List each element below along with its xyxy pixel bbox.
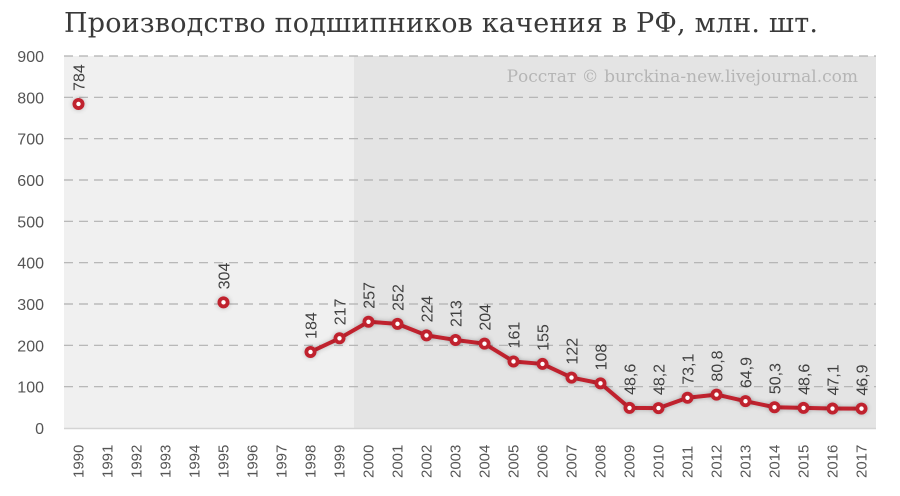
x-tick-label: 2001 <box>390 445 407 478</box>
x-tick-label: 1995 <box>216 445 233 478</box>
chart-title: Производство подшипников качения в РФ, м… <box>64 8 819 39</box>
x-tick-label: 2004 <box>477 445 494 478</box>
x-tick-label: 1993 <box>158 445 175 478</box>
x-tick-label: 1997 <box>274 445 291 478</box>
x-tick-label: 2007 <box>564 445 581 478</box>
data-label: 224 <box>420 296 437 323</box>
x-tick-label: 2008 <box>593 445 610 478</box>
data-point-center <box>598 381 603 386</box>
x-tick-label: 2016 <box>825 445 842 478</box>
data-point-center <box>772 405 777 410</box>
data-point-center <box>395 321 400 327</box>
data-label: 48,2 <box>652 364 669 395</box>
y-tick-label: 300 <box>17 297 44 314</box>
x-tick-label: 1996 <box>245 445 262 478</box>
data-label: 252 <box>391 284 408 311</box>
x-tick-label: 2005 <box>506 445 523 478</box>
data-point-center <box>801 405 806 411</box>
data-label: 784 <box>71 64 88 91</box>
x-tick-label: 1999 <box>332 445 349 478</box>
y-tick-label: 200 <box>17 338 44 355</box>
shaded-region <box>354 56 876 428</box>
y-tick-label: 900 <box>17 49 44 66</box>
x-tick-label: 2010 <box>651 445 668 478</box>
data-point-center <box>76 101 81 107</box>
data-label: 204 <box>478 304 495 331</box>
y-axis: 0 100 200 300 400 500 600 700 800 900 <box>17 49 876 438</box>
x-tick-label: 2000 <box>361 445 378 478</box>
y-tick-label: 0 <box>35 421 44 438</box>
data-label: 122 <box>565 338 582 365</box>
x-tick-label: 1998 <box>303 445 320 478</box>
y-tick-label: 600 <box>17 173 44 190</box>
data-point-center <box>656 405 661 411</box>
x-tick-label: 2017 <box>854 445 871 478</box>
series-line <box>72 97 868 415</box>
x-tick-label: 2015 <box>796 445 813 478</box>
data-point-center <box>830 406 835 411</box>
x-tick-label: 1990 <box>71 445 88 478</box>
data-point-center <box>453 337 458 343</box>
data-label: 217 <box>333 299 350 326</box>
data-label: 64,9 <box>739 357 756 388</box>
data-point-center <box>366 319 371 324</box>
data-point-center <box>627 405 632 411</box>
data-label: 46,9 <box>855 364 872 395</box>
data-label: 213 <box>449 300 466 327</box>
x-tick-label: 2012 <box>709 445 726 478</box>
data-label: 80,8 <box>710 350 727 381</box>
data-label: 48,6 <box>797 364 814 395</box>
data-point-center <box>743 398 748 404</box>
data-label: 161 <box>507 322 524 349</box>
data-labels: 784 304 184 217 257 252 224 213 204 161 155 122 108 4… <box>71 64 871 395</box>
data-label: 184 <box>304 312 321 339</box>
x-tick-label: 2002 <box>419 445 436 478</box>
gridlines <box>64 55 876 388</box>
x-tick-label: 2014 <box>767 445 784 478</box>
data-label: 108 <box>594 344 611 371</box>
y-tick-label: 400 <box>17 256 44 273</box>
data-point-center <box>511 359 516 364</box>
watermark: Росстат © burckina-new.livejournal.com <box>507 67 858 87</box>
x-tick-label: 2006 <box>535 445 552 478</box>
data-point-center <box>714 392 719 397</box>
data-point-center <box>337 336 342 341</box>
data-label: 304 <box>217 263 234 290</box>
data-point-center <box>482 341 487 346</box>
data-label: 48,6 <box>623 364 640 395</box>
data-label: 50,3 <box>768 363 785 394</box>
x-tick-label: 2013 <box>738 445 755 478</box>
data-point-center <box>569 375 574 380</box>
plot-background <box>64 56 876 428</box>
x-tick-label: 1994 <box>187 445 204 478</box>
data-point-center <box>859 406 864 411</box>
x-tick-label: 2003 <box>448 445 465 478</box>
y-tick-label: 100 <box>17 380 44 397</box>
data-label: 155 <box>536 324 553 351</box>
data-label: 257 <box>362 282 379 309</box>
data-point-center <box>308 349 313 355</box>
y-tick-label: 700 <box>17 132 44 149</box>
x-tick-label: 2009 <box>622 445 639 478</box>
data-point-center <box>540 361 545 367</box>
data-label: 73,1 <box>681 354 698 385</box>
data-point-center <box>685 395 690 400</box>
data-point-center <box>424 333 429 338</box>
y-tick-label: 500 <box>17 214 44 231</box>
x-tick-label: 1991 <box>100 445 117 478</box>
x-tick-label: 2011 <box>680 446 697 478</box>
data-point-center <box>221 300 226 305</box>
data-label: 47,1 <box>826 364 843 395</box>
x-axis: 1990 1991 1992 1993 1994 1995 1996 1997 1998 1999… <box>71 445 871 478</box>
shaded-region <box>64 56 354 428</box>
y-tick-label: 800 <box>17 90 44 107</box>
x-tick-label: 1992 <box>129 445 146 478</box>
